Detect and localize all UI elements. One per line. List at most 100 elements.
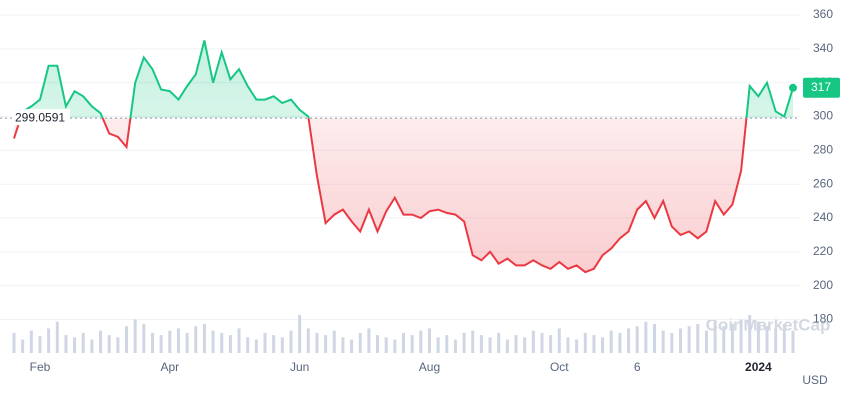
volume-bar (21, 339, 25, 353)
volume-bar (29, 330, 33, 353)
volume-bar (73, 337, 77, 353)
volume-bar (514, 335, 518, 353)
volume-bar (592, 335, 596, 353)
x-tick-label: 2024 (745, 360, 772, 374)
volume-bar (81, 332, 85, 353)
volume-bar (64, 335, 68, 353)
price-line-down (13, 118, 748, 274)
volume-bar (185, 332, 189, 353)
volume-bar (566, 337, 570, 353)
volume-bar (358, 332, 362, 353)
volume-bar (38, 336, 42, 353)
volume-bar (497, 332, 501, 353)
volume-bar (609, 330, 613, 353)
volume-bar (194, 326, 198, 353)
volume-bar (176, 328, 180, 353)
volume-bar (125, 326, 129, 353)
volume-bar (55, 321, 59, 353)
volume-bar (531, 330, 535, 353)
price-tag-label: 317 (811, 80, 831, 94)
volume-bar (601, 337, 605, 353)
volume-bar (12, 332, 16, 353)
volume-bar (116, 337, 120, 353)
volume-bar (488, 337, 492, 353)
area-up (14, 40, 793, 119)
volume-bar (505, 339, 509, 353)
volume-bar (332, 330, 336, 353)
volume-bar (211, 330, 215, 353)
baseline-label: 299.0591 (15, 110, 65, 124)
last-point (789, 83, 797, 92)
volume-bar (410, 335, 414, 353)
volume-bar (436, 337, 440, 353)
volume-bar (350, 339, 354, 353)
x-tick-label: 6 (634, 360, 641, 374)
volume-bar (730, 323, 734, 353)
volume-bar (228, 335, 232, 353)
volume-bar (445, 335, 449, 353)
volume-bar (462, 332, 466, 353)
volume-bar (315, 332, 319, 353)
volume-bar (540, 332, 544, 353)
volume-bar (384, 337, 388, 353)
volume-bar (696, 323, 700, 353)
volume-bar (142, 323, 146, 353)
area-down (14, 118, 747, 273)
volume-bar (765, 326, 769, 353)
volume-bar (133, 319, 137, 353)
volume-bar (557, 328, 561, 353)
y-tick-label: 200 (813, 278, 833, 292)
volume-bar (393, 339, 397, 353)
volume-bar (427, 328, 431, 353)
volume-bar (159, 335, 163, 353)
volume-bar (367, 328, 371, 353)
y-tick-label: 180 (813, 312, 833, 326)
volume-bar (523, 337, 527, 353)
volume-bar (774, 328, 778, 353)
volume-bar (549, 335, 553, 353)
volume-bar (479, 335, 483, 353)
volume-bar (306, 328, 310, 353)
y-tick-label: 240 (813, 210, 833, 224)
volume-bar (627, 328, 631, 353)
volume-bar (246, 337, 250, 353)
volume-bar (324, 335, 328, 353)
volume-bar (202, 323, 206, 353)
volume-bar (782, 323, 786, 353)
volume-bar (263, 332, 267, 353)
volume-bar (739, 319, 743, 353)
x-tick-label: Oct (550, 360, 569, 374)
volume-bar (670, 332, 674, 353)
x-tick-label: Apr (160, 360, 179, 374)
volume-bar (678, 328, 682, 353)
price-tag (803, 77, 840, 98)
volume-bar (575, 339, 579, 353)
volume-bar (635, 326, 639, 353)
volume-bar (280, 337, 284, 353)
price-line-up (19, 40, 794, 119)
volume-bar (289, 330, 293, 353)
watermark: CoinMarketCap (706, 315, 831, 334)
y-tick-label: 220 (813, 244, 833, 258)
volume-bar (237, 328, 241, 353)
y-tick-label: 280 (813, 143, 833, 157)
volume-bar (713, 321, 717, 353)
volume-bar (791, 330, 795, 353)
volume-bar (748, 315, 752, 353)
y-tick-label: 360 (813, 7, 833, 21)
volume-bar (47, 328, 51, 353)
volume-bar (99, 330, 103, 353)
volume-bar (756, 321, 760, 353)
volume-bar (220, 332, 224, 353)
y-tick-label: 340 (813, 41, 833, 55)
y-tick-label: 260 (813, 176, 833, 190)
volume-bar (107, 335, 111, 353)
volume-bar (419, 330, 423, 353)
y-tick-label: 300 (813, 109, 833, 123)
volume-bar (704, 330, 708, 353)
volume-bar (376, 335, 380, 353)
volume-bar (653, 323, 657, 353)
volume-bar (661, 330, 665, 353)
volume-bar (583, 332, 587, 353)
